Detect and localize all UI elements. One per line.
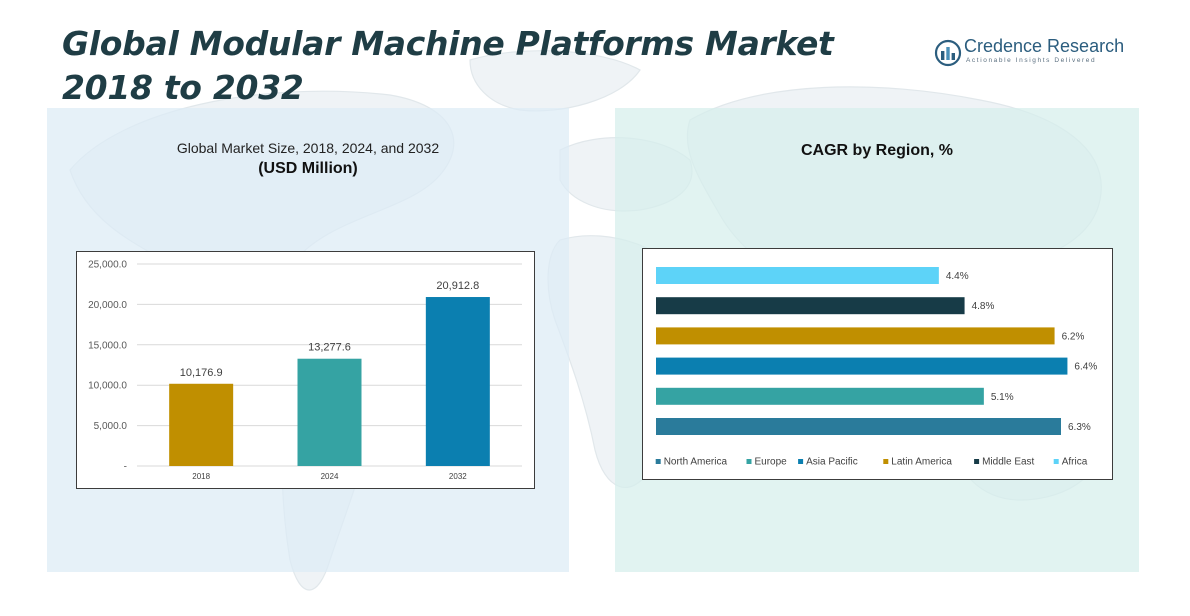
legend-swatch	[1053, 459, 1059, 464]
cagr-chart: 6.3% 5.1% 6.4% 6.2% 4.8% 4.4% North America Eur…	[642, 248, 1113, 480]
bar-europe	[656, 387, 984, 405]
bar-value-label: 6.2%	[1062, 331, 1085, 342]
legend-label: Latin America	[891, 457, 952, 468]
y-tick-label: 5,000.0	[94, 421, 128, 432]
market-size-title: Global Market Size, 2018, 2024, and 2032	[176, 140, 440, 156]
legend-label: Europe	[755, 457, 788, 468]
logo-name: Credence Research	[964, 36, 1125, 56]
bar-value-label: 4.4%	[946, 271, 969, 282]
market-size-unit: (USD Million)	[258, 160, 358, 177]
legend-swatch	[883, 459, 889, 464]
bar-value-label: 6.3%	[1068, 422, 1091, 433]
bar-2024	[297, 358, 362, 466]
bar-value-label: 6.4%	[1074, 362, 1097, 373]
y-tick-label: 15,000.0	[88, 340, 127, 351]
bar-north-america	[656, 418, 1061, 435]
bar-africa	[656, 267, 939, 284]
bar-latin-america	[656, 327, 1055, 345]
bar-2018	[169, 383, 234, 466]
bar-chart-icon	[934, 39, 962, 67]
market-size-chart: - 5,000.0 10,000.0 15,000.0 20,000.0 25,000.0…	[76, 251, 535, 489]
y-tick-label: 25,000.0	[88, 260, 127, 271]
market-size-chart-svg: - 5,000.0 10,000.0 15,000.0 20,000.0 25,000.0…	[88, 260, 522, 481]
legend-swatch	[746, 459, 752, 464]
cagr-title: CAGR by Region, %	[800, 142, 953, 159]
legend-label: Middle East	[982, 457, 1034, 468]
bar-asia-pacific	[656, 357, 1068, 375]
y-tick-label: 20,000.0	[88, 300, 127, 311]
x-tick-label: 2032	[449, 472, 467, 481]
y-tick-label: -	[124, 462, 127, 473]
page-title: Global Modular Machine Platforms Market …	[62, 24, 834, 107]
cagr-chart-svg: 6.3% 5.1% 6.4% 6.2% 4.8% 4.4% North America Eur…	[655, 267, 1097, 468]
bar-value-label: 5.1%	[991, 392, 1014, 403]
bar-value-label: 13,277.6	[308, 342, 351, 354]
bar-value-label: 20,912.8	[436, 280, 479, 292]
legend-label: Asia Pacific	[806, 457, 858, 468]
legend-label: Africa	[1062, 457, 1088, 468]
bar-value-label: 10,176.9	[180, 367, 223, 379]
bar-value-label: 4.8%	[972, 301, 995, 312]
legend-swatch	[974, 459, 980, 464]
logo-tagline: Actionable Insights Delivered	[966, 57, 1097, 64]
bar-2032	[425, 297, 490, 466]
bar-middle-east	[656, 297, 965, 315]
x-tick-label: 2018	[192, 472, 210, 481]
legend-label: North America	[664, 457, 728, 468]
legend-swatch	[655, 459, 661, 464]
credence-research-logo: Credence Research Actionable Insights De…	[934, 36, 1124, 70]
legend-swatch	[798, 459, 804, 464]
x-tick-label: 2024	[321, 472, 339, 481]
y-tick-label: 10,000.0	[88, 381, 127, 392]
